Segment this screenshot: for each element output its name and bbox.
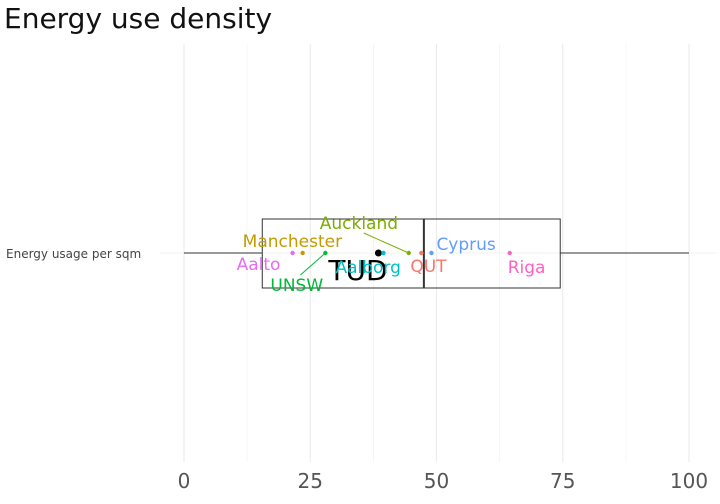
label-leader-line: [363, 232, 409, 254]
data-point: [300, 250, 305, 256]
point-label: QUT: [410, 257, 447, 277]
data-point: [429, 250, 434, 256]
point-label: Auckland: [320, 214, 398, 234]
x-tick-label: 100: [670, 469, 708, 493]
chart-title: Energy use density: [4, 2, 272, 35]
x-tick-label: 50: [424, 469, 449, 493]
point-label: Cyprus: [436, 235, 495, 255]
point-label: Aalto: [237, 255, 281, 275]
point-label: UNSW: [270, 276, 323, 296]
label-leader-line: [300, 252, 326, 276]
category-label: Energy usage per sqm: [6, 247, 141, 261]
x-tick-label: 25: [298, 469, 323, 493]
x-tick-label: 0: [178, 469, 191, 493]
x-tick-label: 75: [550, 469, 575, 493]
data-point: [374, 249, 382, 257]
box: [261, 218, 561, 289]
data-point: [419, 250, 424, 256]
x-axis-ticks: 0 25 50 75 100: [178, 469, 708, 493]
point-label: Riga: [508, 258, 546, 278]
iqr-box: [261, 218, 561, 289]
point-label: TUD: [327, 254, 387, 287]
point-label: Manchester: [243, 232, 342, 252]
data-point: [381, 250, 386, 256]
data-point: [290, 250, 295, 256]
data-point: [507, 250, 512, 256]
point-label: Aalborg: [335, 258, 400, 278]
